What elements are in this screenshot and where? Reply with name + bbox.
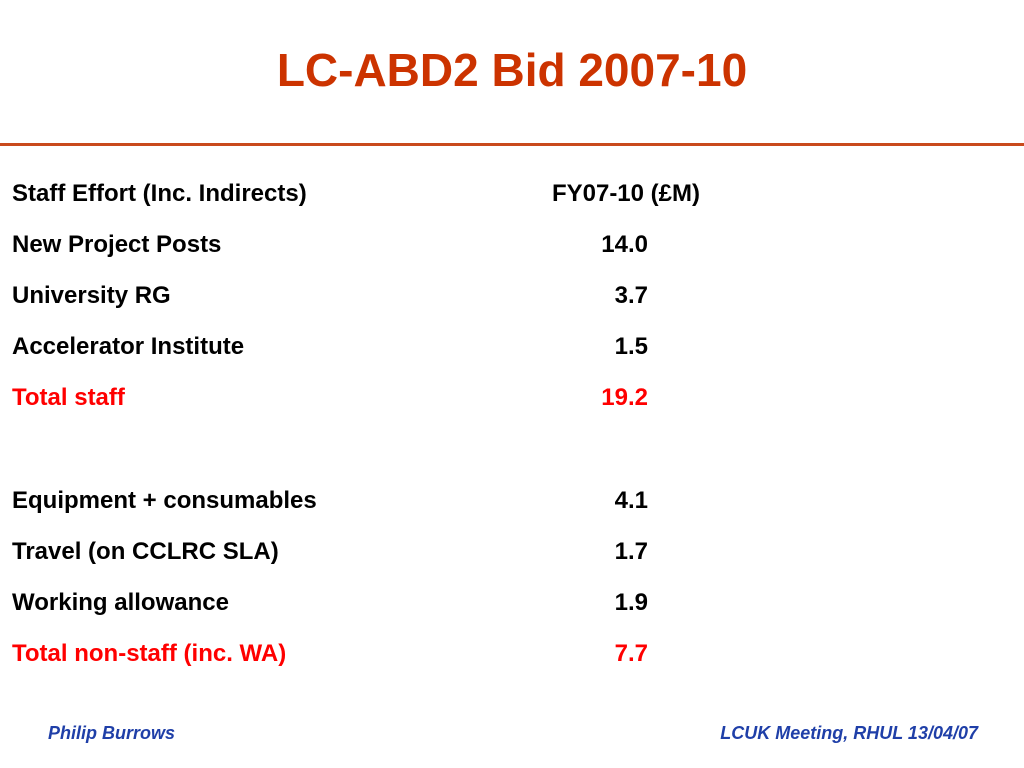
row-value: 1.9 xyxy=(614,589,648,616)
header-value: FY07-10 (£M) xyxy=(551,180,700,207)
table-row: Equipment + consumables 4.1 xyxy=(12,485,712,517)
title-divider xyxy=(0,143,1024,146)
footer-meeting: LCUK Meeting, RHUL 13/04/07 xyxy=(720,723,978,743)
table-row-total-staff: Total staff 19.2 xyxy=(12,382,712,414)
row-label: New Project Posts xyxy=(12,231,222,258)
table-row: Travel (on CCLRC SLA) 1.7 xyxy=(12,536,712,568)
row-value: 3.7 xyxy=(614,282,648,309)
row-label: Working allowance xyxy=(12,589,229,616)
table-row: Accelerator Institute 1.5 xyxy=(12,331,712,363)
row-value: 7.7 xyxy=(614,640,648,667)
row-value: 1.5 xyxy=(614,333,648,360)
row-value: 19.2 xyxy=(601,384,648,411)
row-label: Equipment + consumables xyxy=(12,487,317,514)
table-row: Working allowance 1.9 xyxy=(12,587,712,619)
table-header-row: Staff Effort (Inc. Indirects) FY07-10 (£… xyxy=(12,178,712,210)
row-label: Total non-staff (inc. WA) xyxy=(12,640,287,667)
row-label: University RG xyxy=(12,282,171,309)
row-label: Total staff xyxy=(12,384,125,411)
row-value: 14.0 xyxy=(601,231,648,258)
row-label: Accelerator Institute xyxy=(12,333,245,360)
footer-author: Philip Burrows xyxy=(48,723,176,743)
table-row: New Project Posts 14.0 xyxy=(12,229,712,261)
slide-title: LC-ABD2 Bid 2007-10 xyxy=(276,44,748,96)
row-label: Travel (on CCLRC SLA) xyxy=(12,538,279,565)
table-row-total-non-staff: Total non-staff (inc. WA) 7.7 xyxy=(12,638,712,670)
header-label: Staff Effort (Inc. Indirects) xyxy=(12,180,307,207)
table-row: University RG 3.7 xyxy=(12,280,712,312)
row-value: 1.7 xyxy=(614,538,648,565)
row-value: 4.1 xyxy=(614,487,648,514)
